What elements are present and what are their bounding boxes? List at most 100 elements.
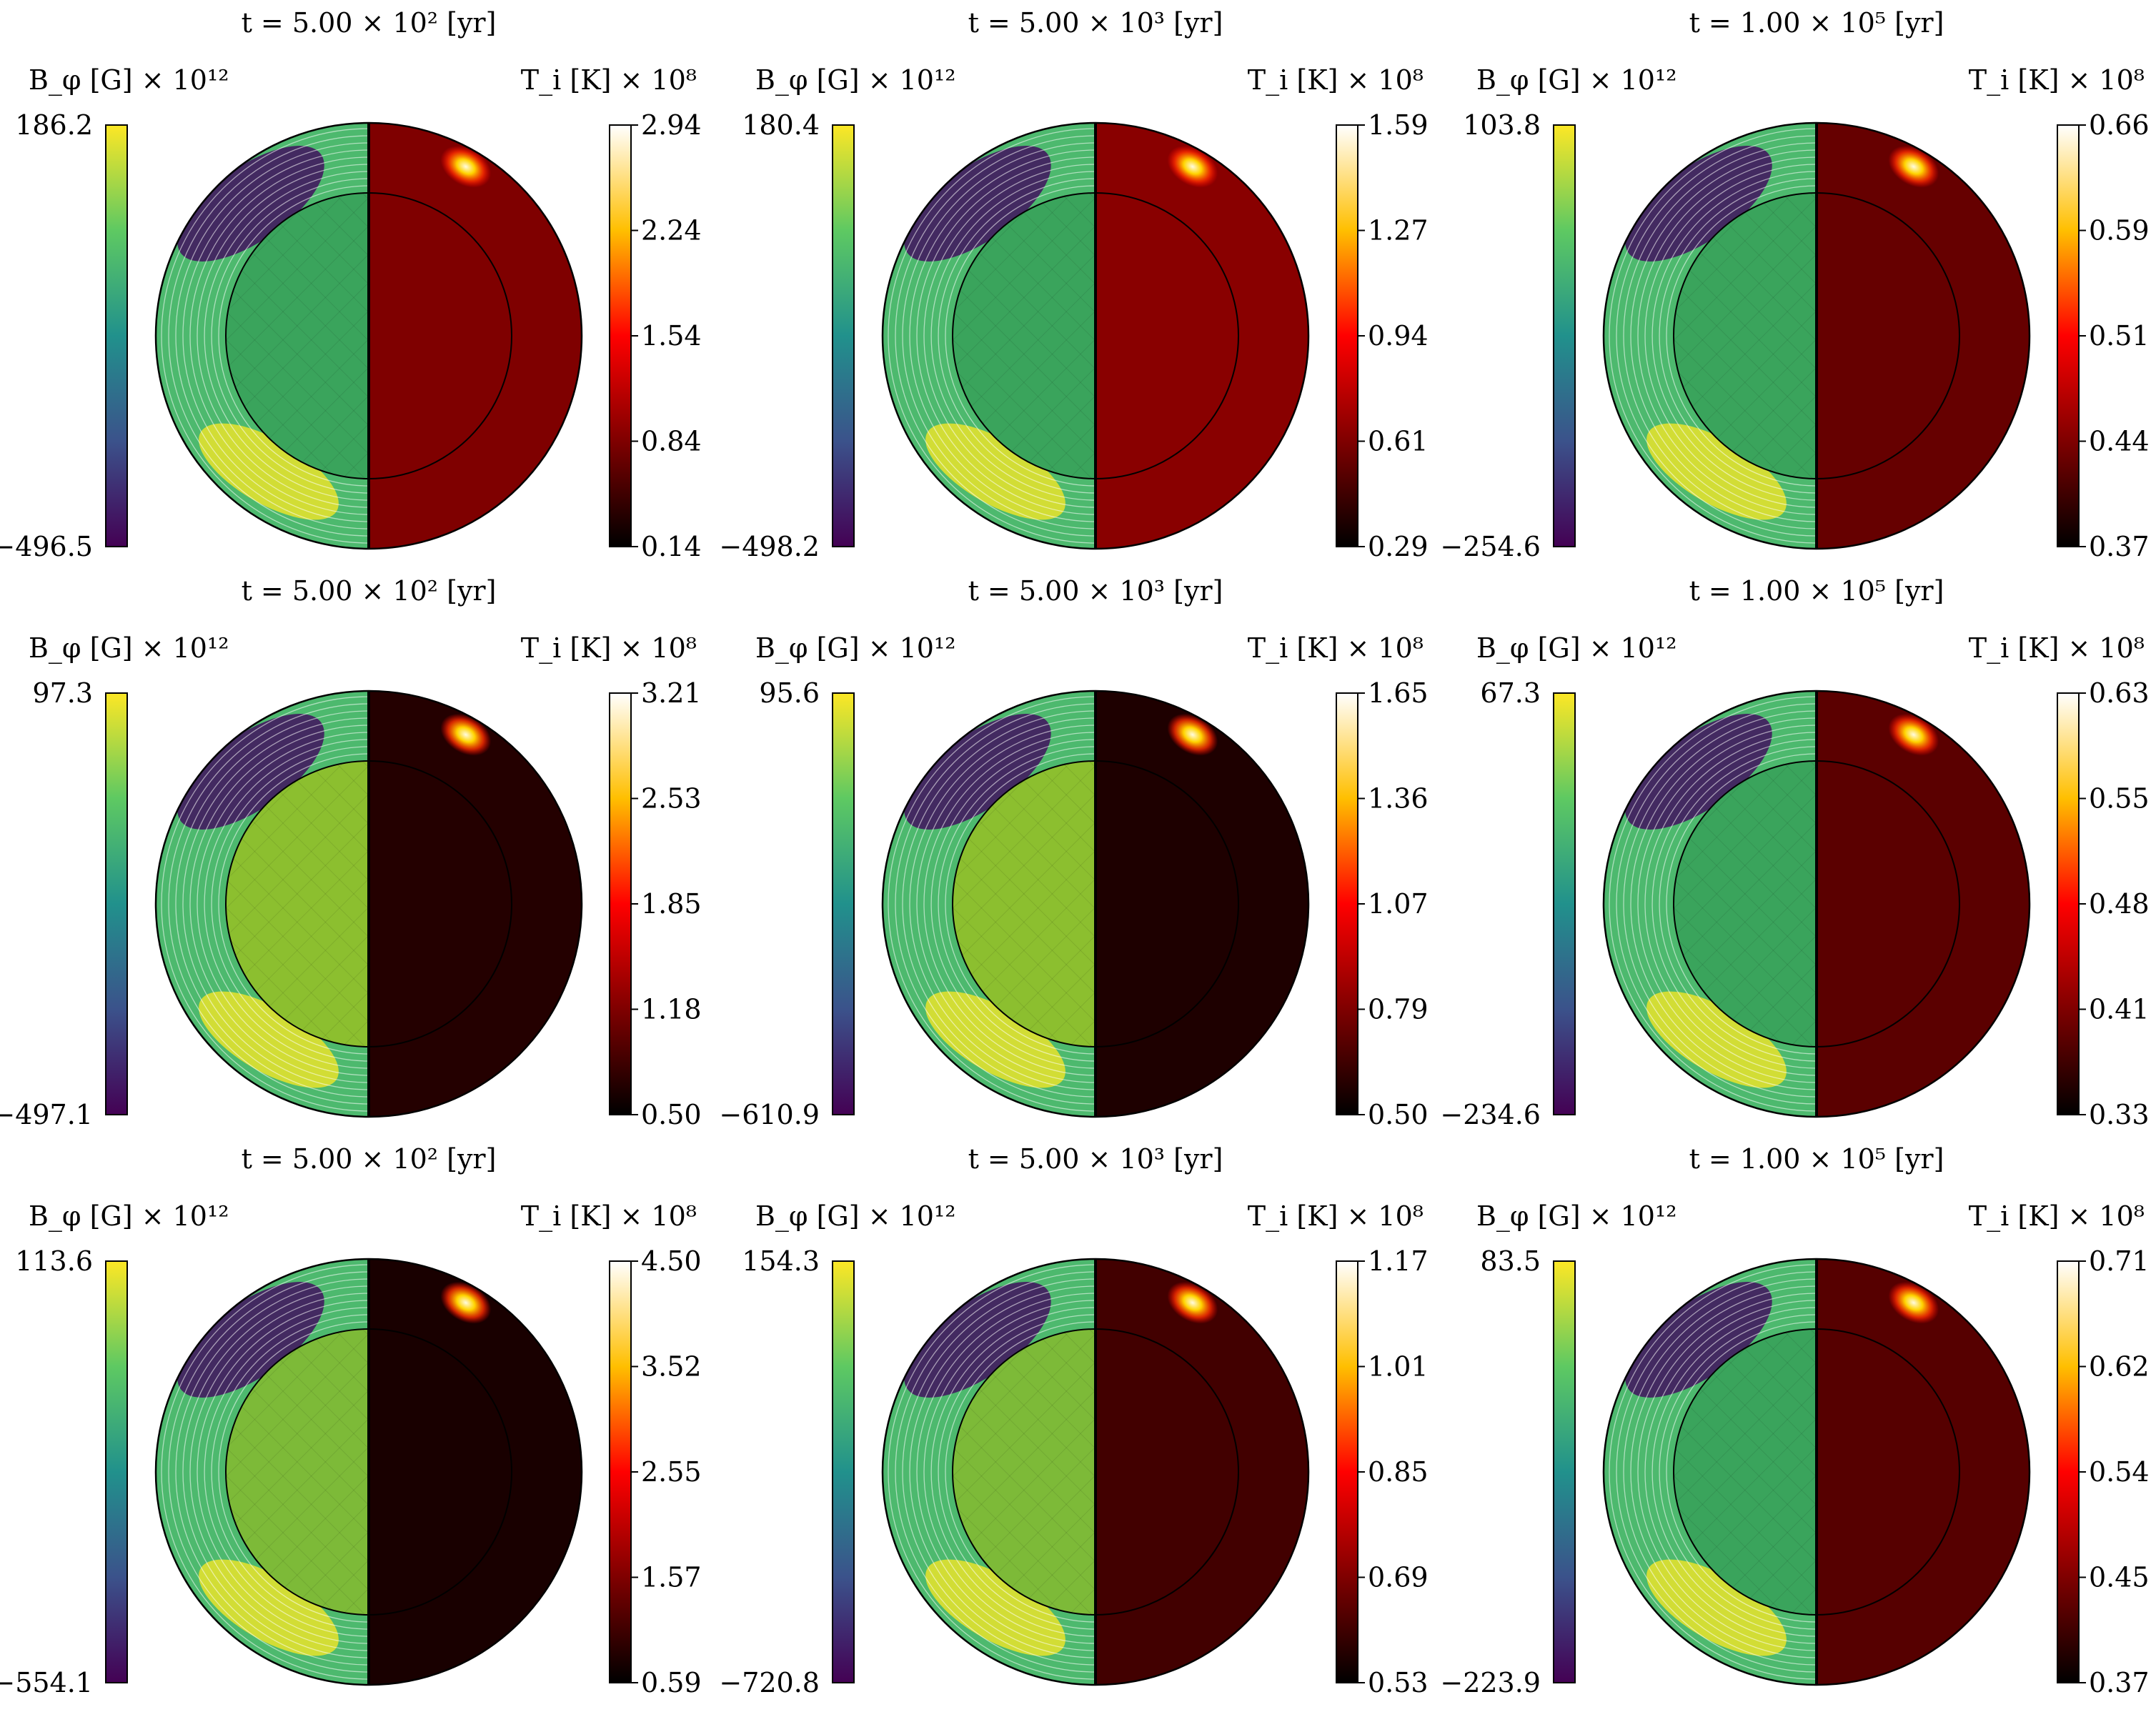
field-contour-line <box>1637 725 1817 1083</box>
core-hatch <box>1674 1329 1817 1615</box>
field-contour-line <box>945 1321 1096 1623</box>
temp-colorbar <box>1336 1260 1358 1683</box>
panel-time-title: t = 5.00 × 10² [yr] <box>242 575 497 607</box>
temp-tick-label: 0.62 <box>2089 1351 2150 1383</box>
field-contour-line <box>175 142 369 529</box>
bphi-max-label: 113.6 <box>15 1245 93 1277</box>
field-contour-line <box>930 171 1096 501</box>
temp-label: T_i [K] × 10⁸ <box>1969 1200 2145 1233</box>
field-contour-line <box>1630 1285 1817 1658</box>
positive-field-lobe <box>1646 991 1787 1088</box>
field-contour-line <box>1623 142 1817 529</box>
panel-time-title: t = 1.00 × 10⁵ [yr] <box>1689 575 1944 607</box>
field-contour-line <box>909 1285 1096 1658</box>
core-hatch <box>953 1329 1096 1615</box>
star-cross-section <box>881 690 1310 1118</box>
field-contour-line <box>168 703 369 1105</box>
field-contour-line <box>1637 1293 1817 1651</box>
temp-label: T_i [K] × 10⁸ <box>521 1200 697 1233</box>
bphi-field-structure <box>888 1264 1096 1680</box>
temp-tick-label: 1.59 <box>1368 109 1429 141</box>
field-contour-line <box>888 128 1096 544</box>
temp-label: T_i [K] × 10⁸ <box>1248 64 1424 96</box>
temp-label: T_i [K] × 10⁸ <box>1248 632 1424 665</box>
bphi-label: B_φ [G] × 10¹² <box>755 64 955 96</box>
temp-label: T_i [K] × 10⁸ <box>1969 64 2145 96</box>
temp-tick-label: 0.85 <box>1368 1456 1429 1488</box>
temp-tick-label: 1.18 <box>641 994 702 1025</box>
temp-tick-label: 3.21 <box>641 677 702 709</box>
field-contour-line <box>930 1307 1096 1637</box>
field-contour-line <box>197 164 369 508</box>
bphi-colorbar <box>105 692 128 1115</box>
field-contour-line <box>189 1293 369 1651</box>
hot-spot <box>440 1281 492 1324</box>
bphi-min-label: −554.1 <box>0 1667 93 1698</box>
bphi-min-label: −610.9 <box>719 1099 820 1130</box>
panel-8: t = 5.00 × 10³ [yr] B_φ [G] × 10¹² 154.3 −7… <box>719 1143 1428 1698</box>
field-contour-line <box>909 149 1096 522</box>
field-contour-line <box>938 746 1096 1062</box>
field-contour-line <box>1651 1307 1817 1637</box>
field-contour-line <box>1644 732 1817 1076</box>
bphi-colorbar <box>1553 124 1576 547</box>
field-contour-line <box>175 1278 369 1666</box>
core-hatch <box>226 761 369 1047</box>
core-hatch <box>1674 193 1817 479</box>
temp-tick-label: 0.69 <box>1368 1562 1429 1593</box>
panel-time-title: t = 1.00 × 10⁵ [yr] <box>1689 1143 1944 1175</box>
bphi-label: B_φ [G] × 10¹² <box>29 1200 229 1233</box>
core-hatch <box>226 193 369 479</box>
bphi-label: B_φ [G] × 10¹² <box>755 1200 955 1233</box>
field-contour-line <box>945 753 1096 1055</box>
star-cross-section <box>1602 1258 2031 1686</box>
field-contour-line <box>161 696 369 1112</box>
panel-2: t = 5.00 × 10³ [yr] B_φ [G] × 10¹² 180.4 −4… <box>719 7 1428 562</box>
temp-label: T_i [K] × 10⁸ <box>521 64 697 96</box>
field-contour-line <box>189 156 369 515</box>
field-contour-line <box>1644 164 1817 508</box>
temp-colorbar <box>2057 124 2080 547</box>
field-contour-line <box>938 1314 1096 1630</box>
temp-tick-label: 0.84 <box>641 426 702 457</box>
bphi-field-structure <box>1609 696 1817 1112</box>
temp-tick-label: 1.65 <box>1368 677 1429 709</box>
field-contour-line <box>1623 1278 1817 1666</box>
positive-field-lobe <box>1646 1559 1787 1656</box>
field-contour-line <box>938 178 1096 494</box>
star-cross-section <box>154 121 583 550</box>
temp-colorbar <box>609 1260 632 1683</box>
field-contour-line <box>182 717 369 1090</box>
bphi-label: B_φ [G] × 10¹² <box>1476 64 1676 96</box>
field-contour-line <box>930 739 1096 1069</box>
panel-time-title: t = 5.00 × 10³ [yr] <box>968 575 1223 607</box>
field-contour-line <box>204 1307 369 1637</box>
bphi-max-label: 83.5 <box>1480 1245 1541 1277</box>
temperature-half <box>369 1259 582 1685</box>
panel-7: t = 5.00 × 10² [yr] B_φ [G] × 10¹² 113.6 −5… <box>0 1143 702 1698</box>
temp-tick-label: 0.37 <box>2089 1667 2150 1698</box>
temperature-half <box>1096 1259 1308 1685</box>
positive-field-lobe <box>1646 423 1787 520</box>
field-contour-line <box>916 725 1096 1083</box>
field-contour-line <box>923 164 1096 508</box>
temp-tick-label: 0.33 <box>2089 1099 2150 1130</box>
bphi-label: B_φ [G] × 10¹² <box>1476 632 1676 665</box>
temp-tick-label: 1.27 <box>1368 215 1429 247</box>
bphi-min-label: −720.8 <box>719 1667 820 1698</box>
panel-time-title: t = 1.00 × 10⁵ [yr] <box>1689 7 1944 39</box>
positive-field-lobe <box>925 1559 1065 1656</box>
panel-time-title: t = 5.00 × 10² [yr] <box>242 1143 497 1175</box>
bphi-field-structure <box>1609 1264 1817 1680</box>
temperature-half <box>1817 123 2030 549</box>
bphi-field-structure <box>888 128 1096 544</box>
hot-spot <box>1888 145 1939 188</box>
temp-tick-label: 1.17 <box>1368 1245 1429 1277</box>
temp-tick-label: 1.57 <box>641 1562 702 1593</box>
temp-colorbar <box>1336 692 1358 1115</box>
bphi-colorbar <box>105 124 128 547</box>
panel-time-title: t = 5.00 × 10³ [yr] <box>968 7 1223 39</box>
temp-colorbar <box>609 124 632 547</box>
field-contour-line <box>1644 1300 1817 1644</box>
field-contour-line <box>923 732 1096 1076</box>
